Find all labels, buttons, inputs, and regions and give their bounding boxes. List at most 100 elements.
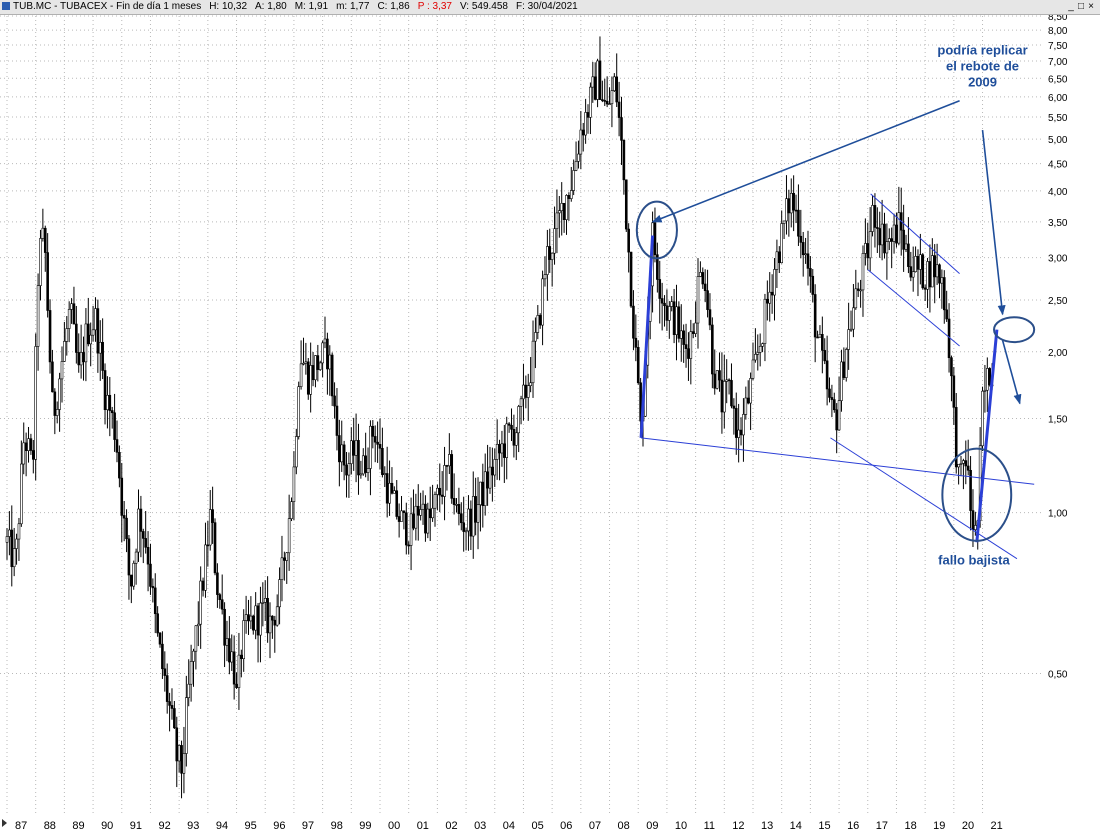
candle-body — [412, 513, 415, 529]
x-tick-label: 96 — [273, 820, 285, 831]
candle-body — [878, 228, 882, 246]
x-tick-label: 19 — [933, 820, 945, 831]
y-tick-label: 1,50 — [1048, 415, 1068, 426]
x-tick-label: 97 — [302, 820, 314, 831]
candle-body — [699, 272, 702, 277]
y-tick-label: 5,50 — [1048, 113, 1068, 124]
max-value: M: 1,91 — [294, 1, 329, 12]
candle-body — [29, 438, 33, 451]
x-tick-label: 16 — [847, 820, 859, 831]
x-tick-label: 03 — [474, 820, 486, 831]
candle-body — [340, 444, 344, 463]
candle-body — [818, 334, 822, 338]
candle-body — [436, 487, 439, 495]
candle-body — [959, 463, 963, 465]
candle-body — [682, 330, 685, 345]
window-controls: _ □ × — [1066, 0, 1096, 14]
candle-body — [483, 471, 487, 507]
chart-window-titlebar[interactable]: TUB.MC - TUBACEX - Fin de día 1 meses H: … — [0, 0, 1100, 15]
candle-body — [34, 346, 37, 460]
candle-body — [701, 272, 705, 285]
candle-body — [24, 442, 28, 451]
candle-body — [204, 544, 207, 591]
candle-body — [830, 397, 834, 400]
candle-body — [464, 530, 468, 533]
candle-body — [703, 283, 707, 291]
annotation-rebound-2009: el rebote de — [946, 59, 1019, 74]
maximize-button[interactable]: □ — [1077, 1, 1085, 12]
candle-body — [79, 352, 83, 366]
candle-body — [665, 305, 669, 321]
candle-body — [567, 195, 571, 199]
candle-body — [782, 220, 786, 224]
candle-body — [868, 231, 872, 259]
candle-body — [658, 279, 662, 299]
candle-body — [266, 598, 269, 634]
candle-body — [876, 227, 879, 229]
candle-body — [589, 86, 592, 118]
candle-body — [608, 103, 611, 106]
minimize-button[interactable]: _ — [1068, 1, 1074, 12]
candle-body — [225, 638, 229, 646]
candle-body — [928, 261, 932, 288]
candle-body — [730, 380, 733, 407]
x-tick-label: 15 — [818, 820, 830, 831]
candle-body — [82, 352, 85, 363]
candle-body — [620, 117, 623, 141]
y-axis: 8,50 8,00 7,50 7,00 6,50 6,00 5,50 5,00 4,50 4,00… — [1048, 12, 1068, 680]
close-button[interactable]: × — [1088, 1, 1094, 12]
candle-body — [424, 503, 427, 534]
candle-body — [560, 202, 564, 211]
candle-body — [675, 306, 678, 335]
candle-body — [804, 253, 807, 256]
candle-body — [828, 388, 831, 398]
candle-body — [194, 625, 198, 652]
candle-body — [677, 306, 681, 339]
candle-body — [440, 494, 444, 497]
candle-body — [335, 405, 339, 436]
candle-body — [359, 473, 363, 476]
candle-body — [326, 338, 329, 370]
candle-body — [751, 359, 755, 379]
candle-body — [873, 205, 877, 228]
x-tick-label: 21 — [991, 820, 1003, 831]
x-tick-label: 89 — [72, 820, 84, 831]
candle-body — [139, 508, 143, 532]
candle-body — [357, 440, 360, 476]
candle-body — [223, 608, 226, 646]
candle-body — [844, 349, 848, 378]
candle-body — [474, 496, 477, 523]
candle-body — [923, 287, 927, 290]
candle-body — [983, 389, 987, 392]
candle-body — [811, 275, 815, 295]
candle-body — [244, 614, 248, 621]
candle-body — [909, 266, 913, 278]
candle-body — [67, 309, 71, 329]
candle-body — [208, 509, 212, 546]
candle-body — [505, 423, 509, 458]
candle-body — [280, 557, 284, 580]
candle-body — [96, 308, 100, 354]
candle-body — [694, 322, 697, 334]
chart-window-icon[interactable] — [2, 2, 10, 10]
candle-body — [103, 370, 107, 411]
candle-body — [660, 298, 664, 304]
scroll-left-arrow-icon[interactable] — [2, 819, 7, 827]
candle-body — [161, 643, 164, 670]
candle-body — [220, 599, 224, 610]
candle-body — [314, 355, 317, 381]
candle-body — [550, 252, 554, 260]
candle-body — [373, 436, 377, 443]
candle-body — [141, 531, 145, 539]
candle-body — [94, 308, 97, 331]
candle-body — [448, 454, 451, 467]
candle-body — [36, 285, 40, 347]
ellipse-2009-peak — [635, 200, 678, 260]
candle-body — [58, 378, 61, 410]
candle-body — [524, 384, 528, 398]
candle-body — [137, 508, 140, 553]
candle-body — [22, 442, 26, 465]
candle-body — [228, 638, 231, 663]
arrow-projected-decline — [1001, 340, 1022, 405]
candle-body — [799, 235, 803, 243]
